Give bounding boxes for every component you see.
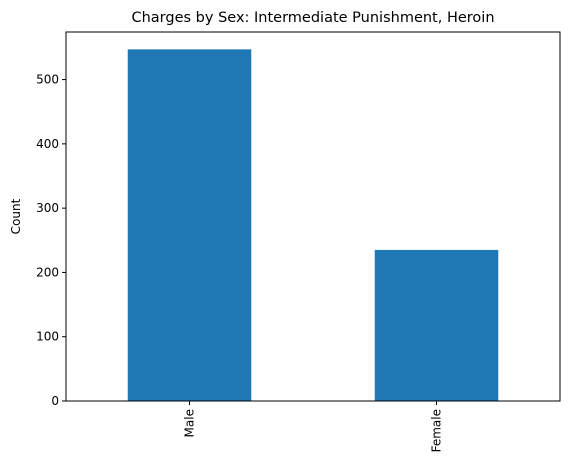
y-axis-label: Count — [9, 198, 23, 234]
y-tick-label: 300 — [36, 201, 59, 215]
plot-frame — [65, 31, 561, 402]
bars — [127, 49, 499, 401]
y-tick-label: 500 — [36, 73, 59, 87]
bar-female — [374, 249, 499, 401]
x-axis-ticks: Male Female — [183, 401, 444, 452]
bar-male — [127, 49, 252, 401]
y-tick-label: 200 — [36, 265, 59, 279]
chart-title: Charges by Sex: Intermediate Punishment,… — [131, 10, 494, 26]
y-axis-ticks: 0 100 200 300 400 500 — [36, 73, 66, 408]
x-tick-label-female: Female — [430, 409, 444, 452]
x-tick-label-male: Male — [183, 409, 197, 437]
y-tick-label: 100 — [36, 330, 59, 344]
y-tick-label: 0 — [51, 394, 59, 408]
y-tick-label: 400 — [36, 137, 59, 151]
